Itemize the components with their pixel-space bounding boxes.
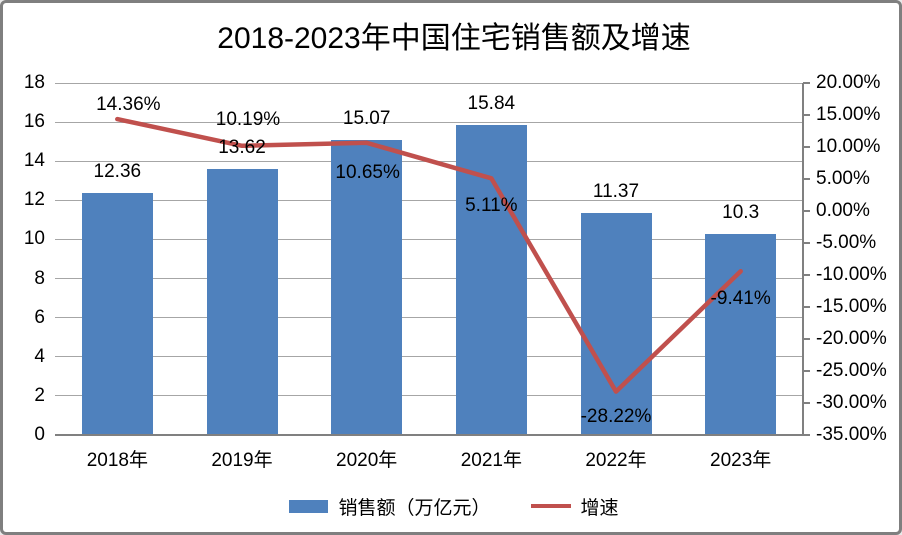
line-value-label: -28.22% — [580, 405, 652, 427]
right-axis-tick-label: 15.00% — [816, 104, 881, 125]
line-value-label: 10.19% — [215, 108, 281, 130]
line-value-label: 14.36% — [96, 94, 161, 116]
right-axis-tick — [803, 370, 810, 372]
bar-value-label: 15.07 — [342, 108, 391, 130]
left-axis-tick-label: 10 — [23, 228, 45, 250]
category-label: 2019年 — [211, 450, 273, 471]
left-axis-tick-label: 0 — [34, 424, 45, 445]
chart-title: 2018-2023年中国住宅销售额及增速 — [217, 22, 691, 55]
right-axis-tick-label: -10.00% — [816, 264, 887, 285]
left-axis-tick-label: 2 — [34, 384, 45, 406]
right-axis-tick-label: -30.00% — [816, 392, 887, 413]
bar-value-label: 11.37 — [592, 180, 640, 202]
category-label: 2018年 — [86, 450, 148, 471]
bar-value-label: 15.84 — [467, 93, 516, 115]
left-axis-tick-label: 18 — [23, 72, 45, 93]
category-label: 2022年 — [585, 450, 647, 471]
right-axis-tick — [803, 402, 810, 404]
category-label: 2023年 — [710, 450, 772, 471]
right-axis-tick — [803, 434, 810, 436]
left-axis-tick-label: 14 — [23, 150, 45, 172]
legend-bar-swatch — [289, 499, 329, 513]
right-axis-tick — [803, 338, 810, 340]
right-axis-tick-label: 20.00% — [816, 72, 881, 93]
left-axis-tick-label: 16 — [23, 111, 45, 133]
right-axis-tick-label: 10.00% — [816, 136, 881, 157]
right-axis-tick — [803, 146, 810, 148]
left-axis-tick-label: 6 — [34, 306, 45, 328]
category-label: 2021年 — [460, 450, 522, 471]
right-axis-tick — [803, 178, 810, 180]
right-axis-tick — [803, 242, 810, 244]
right-axis-tick-label: 5.00% — [816, 168, 870, 189]
right-axis-tick-label: -35.00% — [816, 424, 887, 445]
gridline — [55, 82, 803, 84]
right-axis-tick — [803, 82, 810, 84]
right-axis-tick — [803, 114, 810, 116]
right-axis-tick — [803, 306, 810, 308]
legend-line-swatch — [530, 504, 571, 508]
right-axis-tick — [803, 210, 810, 212]
right-axis-tick — [803, 274, 810, 276]
gridline — [55, 395, 803, 397]
data-label-layer: 12.36 13.62 15.07 15.84 11.37 10.3 14.36% 10.19… — [3, 3, 899, 532]
x-axis-line — [55, 434, 805, 436]
right-axis-tick-label: -25.00% — [816, 360, 887, 381]
line-value-label: 10.65% — [335, 161, 400, 183]
right-axis-line — [802, 83, 804, 436]
category-label: 2020年 — [336, 450, 398, 471]
right-axis-tick-label: 0.00% — [816, 200, 870, 221]
left-axis-tick-label: 4 — [34, 345, 45, 367]
line-value-label: 5.11% — [465, 195, 518, 217]
right-axis-tick-label: -20.00% — [816, 328, 887, 349]
right-axis-tick-label: -15.00% — [816, 296, 887, 317]
line-value-label: -9.41% — [710, 288, 771, 310]
bar-value-label: 12.36 — [93, 161, 142, 183]
left-axis-tick-label: 12 — [23, 189, 45, 211]
legend-bar-label: 销售额（万亿元） — [338, 497, 491, 519]
bar-value-label: 13.62 — [218, 136, 266, 158]
legend-line-label: 增速 — [580, 497, 619, 519]
bar-value-label: 10.3 — [722, 201, 760, 223]
legend: 销售额（万亿元） 增速 — [3, 492, 899, 520]
right-axis-tick-label: -5.00% — [816, 232, 877, 253]
left-axis-tick-label: 8 — [34, 267, 45, 289]
axes: 18 16 14 12 10 8 6 4 2 0 20.00% 15.00% 10.00% 5.00% 0.… — [3, 3, 899, 532]
